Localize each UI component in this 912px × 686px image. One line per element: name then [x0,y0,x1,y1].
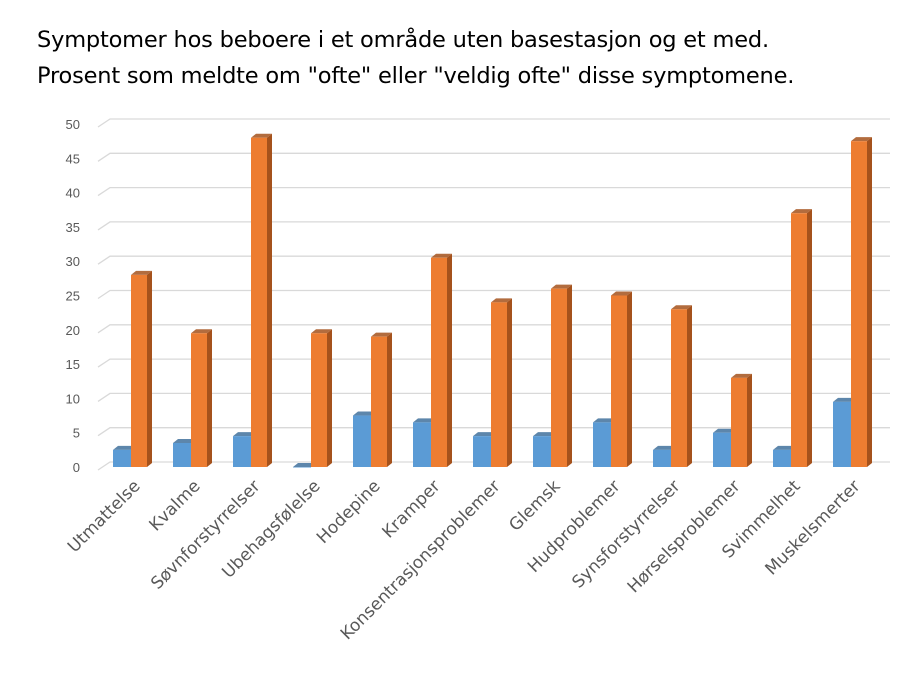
bar-side [627,291,632,467]
bar-top [491,298,512,303]
x-tick-label: Glemsk [505,476,564,535]
y-tick-label: 5 [73,426,80,441]
bar-top [293,463,316,467]
bar-side [387,332,392,467]
bar-top [251,133,272,138]
y-tick-label: 25 [66,289,80,304]
bar-side [687,305,692,467]
x-tick-label: Hørselsproblemer [624,476,745,597]
bar-blue [533,436,551,467]
gridline [97,289,890,300]
chart-title-line-1: Symptomer hos beboere i et område uten b… [37,27,769,53]
bar-side [267,133,272,467]
bar-side [567,284,572,467]
bar-orange [551,288,567,467]
bar-top [713,428,736,433]
bar-blue [593,422,611,467]
bar-top [731,373,752,378]
gridline [97,118,890,128]
bar-side [327,329,332,467]
bar-top [371,332,392,337]
bar-blue [413,422,431,467]
bar-blue [833,401,851,467]
y-tick-label: 0 [73,460,80,475]
bar-top [851,137,872,142]
bar-top [833,397,856,402]
bar-blue [473,436,491,467]
bar-top [611,291,632,296]
chart-title: Symptomer hos beboere i et område uten b… [37,22,794,94]
bar-blue [713,432,731,467]
y-tick-label: 45 [66,151,80,166]
bar-top [671,305,692,310]
bar-top [593,418,616,423]
bar-top [431,253,452,258]
bar-blue [353,415,371,467]
bar-top [533,432,556,437]
x-tick-label: Søvnforstyrrelser [147,476,264,593]
bar-orange [671,309,687,467]
x-tick-label: Utmattelse [64,476,145,557]
bar-orange [851,141,867,467]
gridline [97,152,890,162]
bar-side [447,253,452,467]
bar-orange [191,333,207,467]
gridline [97,255,890,265]
x-tick-label: Hodepine [313,476,385,548]
bar-top [413,418,436,423]
bar-top [173,438,196,443]
x-tick-label: Kvalme [146,476,205,535]
y-tick-label: 10 [66,391,80,406]
bar-top [773,445,796,450]
bar-blue [233,436,251,467]
bar-top [311,329,332,334]
bar-orange [431,257,447,467]
bar-blue [173,442,191,467]
bar-blue [773,449,791,467]
bar-top [473,432,496,437]
bar-top [113,445,136,450]
bar-top [353,411,376,416]
gridline [97,186,890,197]
y-tick-label: 30 [66,254,80,269]
bar-blue [653,449,671,467]
y-tick-label: 15 [66,357,80,372]
bar-side [207,329,212,467]
bar-orange [251,137,267,467]
y-tick-label: 40 [66,186,80,201]
bar-orange [371,336,387,467]
bar-blue [113,449,131,467]
bar-top [653,445,676,450]
bar-top [191,329,212,334]
bar-orange [491,302,507,467]
bar-orange [791,213,807,467]
bar-top [233,432,256,437]
gridline [97,221,890,231]
bar-side [507,298,512,467]
y-tick-label: 20 [66,323,80,338]
y-tick-label: 50 [66,117,80,132]
bar-side [867,137,872,467]
bar-blue [293,467,311,468]
bar-orange [131,274,147,467]
bar-orange [311,333,327,467]
bar-top [791,209,812,214]
bar-side [147,270,152,467]
bar-orange [731,377,747,467]
bar-orange [611,295,627,467]
bar-side [747,373,752,467]
bar-top [551,284,572,289]
x-tick-label: Synsforstyrrelser [568,476,684,592]
chart-title-line-2: Prosent som meldte om "ofte" eller "veld… [37,63,795,89]
y-tick-label: 35 [66,220,80,235]
bar-top [131,270,152,275]
bar-side [807,209,812,467]
